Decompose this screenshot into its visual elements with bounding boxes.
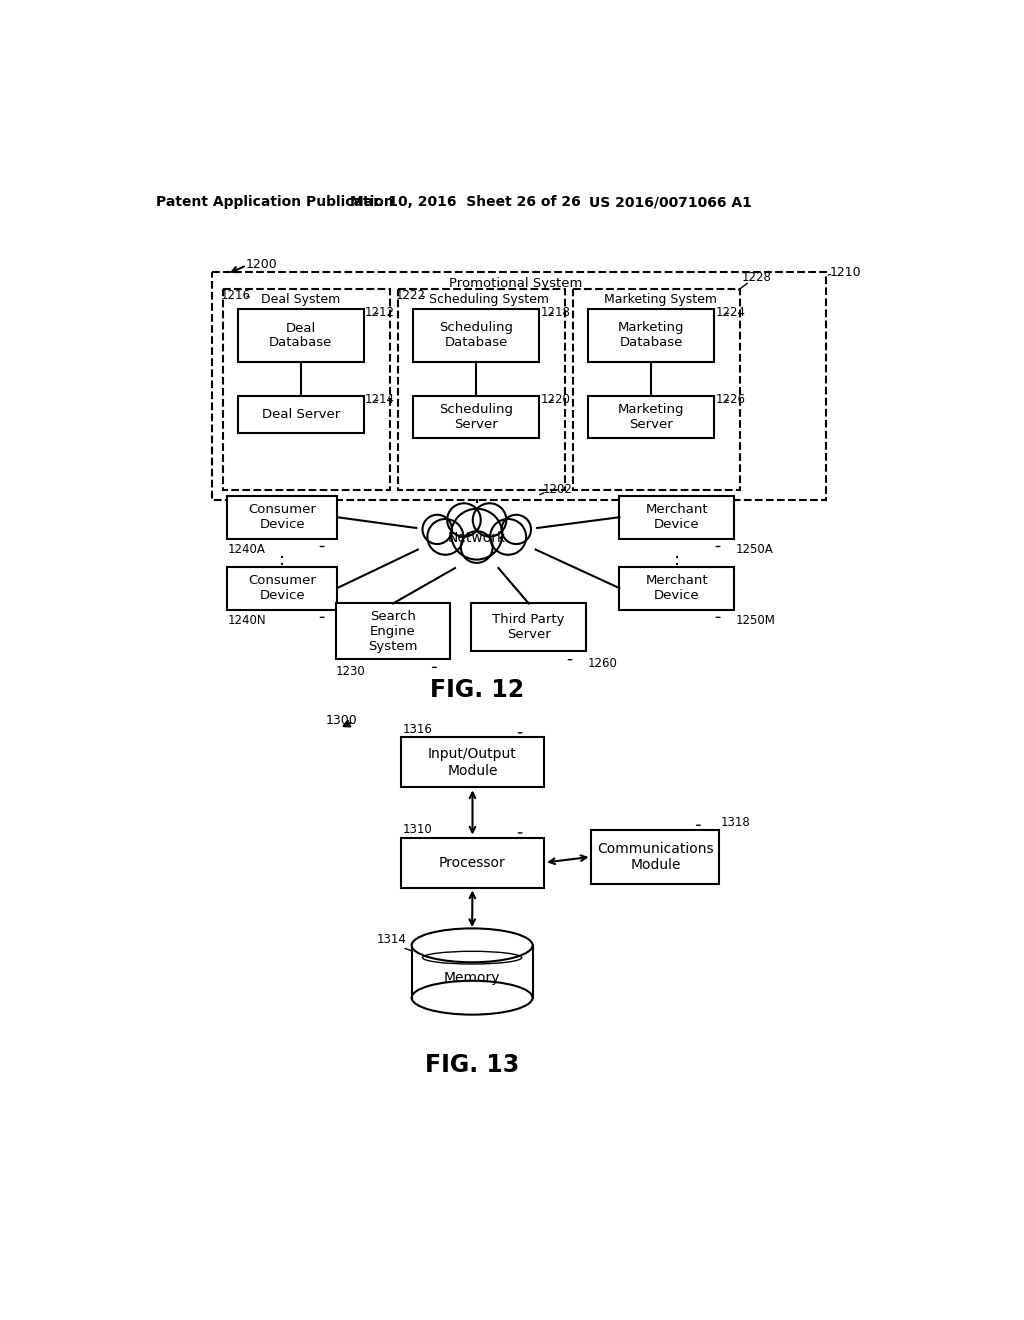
FancyBboxPatch shape [227,566,337,610]
Text: 1310: 1310 [402,824,432,837]
FancyBboxPatch shape [227,496,337,539]
Text: 1214: 1214 [366,393,395,407]
Text: 1314: 1314 [377,933,407,945]
Text: 1228: 1228 [741,271,772,284]
Text: Scheduling
Server: Scheduling Server [439,403,513,430]
Text: Consumer
Device: Consumer Device [248,574,316,602]
Text: Merchant
Device: Merchant Device [645,503,708,531]
Text: 1210: 1210 [829,265,861,279]
FancyBboxPatch shape [336,603,451,659]
Circle shape [461,531,493,562]
Circle shape [427,519,464,554]
Text: Search
Engine
System: Search Engine System [369,610,418,652]
Text: Merchant
Device: Merchant Device [645,574,708,602]
FancyBboxPatch shape [592,830,719,884]
Text: 1230: 1230 [336,665,366,677]
Text: 1250A: 1250A [735,543,773,556]
FancyBboxPatch shape [400,738,544,788]
Text: Processor: Processor [439,855,506,870]
FancyBboxPatch shape [400,837,544,887]
Text: 1300: 1300 [326,714,357,727]
FancyBboxPatch shape [471,603,586,651]
FancyBboxPatch shape [238,396,364,433]
Circle shape [447,503,480,537]
Text: Deal System: Deal System [261,293,341,306]
Text: Promotional System: Promotional System [449,277,583,290]
Text: 1250M: 1250M [735,614,775,627]
Text: 1200: 1200 [246,259,278,271]
FancyBboxPatch shape [414,309,539,363]
FancyBboxPatch shape [414,396,539,438]
FancyBboxPatch shape [238,309,364,363]
Text: Mar. 10, 2016  Sheet 26 of 26: Mar. 10, 2016 Sheet 26 of 26 [350,195,581,210]
FancyBboxPatch shape [572,289,740,490]
Text: 1220: 1220 [541,393,570,407]
Text: Marketing
Database: Marketing Database [617,322,684,350]
Text: US 2016/0071066 A1: US 2016/0071066 A1 [589,195,752,210]
FancyBboxPatch shape [212,272,825,499]
Text: Patent Application Publication: Patent Application Publication [157,195,394,210]
Text: 1226: 1226 [716,393,745,407]
Text: Deal Server: Deal Server [262,408,340,421]
Text: Marketing
Server: Marketing Server [617,403,684,430]
Text: 1224: 1224 [716,306,745,319]
Text: Input/Output
Module: Input/Output Module [428,747,517,777]
Circle shape [452,508,503,560]
FancyBboxPatch shape [589,396,714,438]
Text: 1218: 1218 [541,306,570,319]
Text: 1260: 1260 [588,657,617,671]
Text: Third Party
Server: Third Party Server [493,614,565,642]
Text: 1318: 1318 [721,816,751,829]
Text: :: : [280,552,286,569]
Text: :: : [674,552,680,569]
Text: 1212: 1212 [366,306,395,319]
Text: 1240N: 1240N [227,614,266,627]
Text: 1240A: 1240A [227,543,265,556]
Text: Scheduling System: Scheduling System [429,293,549,306]
Text: Consumer
Device: Consumer Device [248,503,316,531]
FancyBboxPatch shape [397,289,565,490]
Text: Memory: Memory [443,970,501,985]
Text: 1222: 1222 [395,289,425,302]
FancyBboxPatch shape [222,289,390,490]
Text: Communications
Module: Communications Module [597,842,714,873]
Circle shape [490,519,526,554]
Text: Marketing System: Marketing System [604,293,717,306]
Circle shape [473,503,506,537]
FancyBboxPatch shape [589,309,714,363]
Text: FIG. 13: FIG. 13 [425,1053,519,1077]
FancyBboxPatch shape [620,566,734,610]
Text: 1216: 1216 [220,289,250,302]
Text: Network: Network [447,531,506,545]
Text: FIG. 12: FIG. 12 [430,677,524,702]
Ellipse shape [412,928,532,962]
Text: 1202: 1202 [543,483,572,496]
Text: 1316: 1316 [402,723,432,737]
Circle shape [423,515,452,544]
Circle shape [502,515,531,544]
Text: Deal
Database: Deal Database [269,322,333,350]
Text: Scheduling
Database: Scheduling Database [439,322,513,350]
FancyBboxPatch shape [620,496,734,539]
